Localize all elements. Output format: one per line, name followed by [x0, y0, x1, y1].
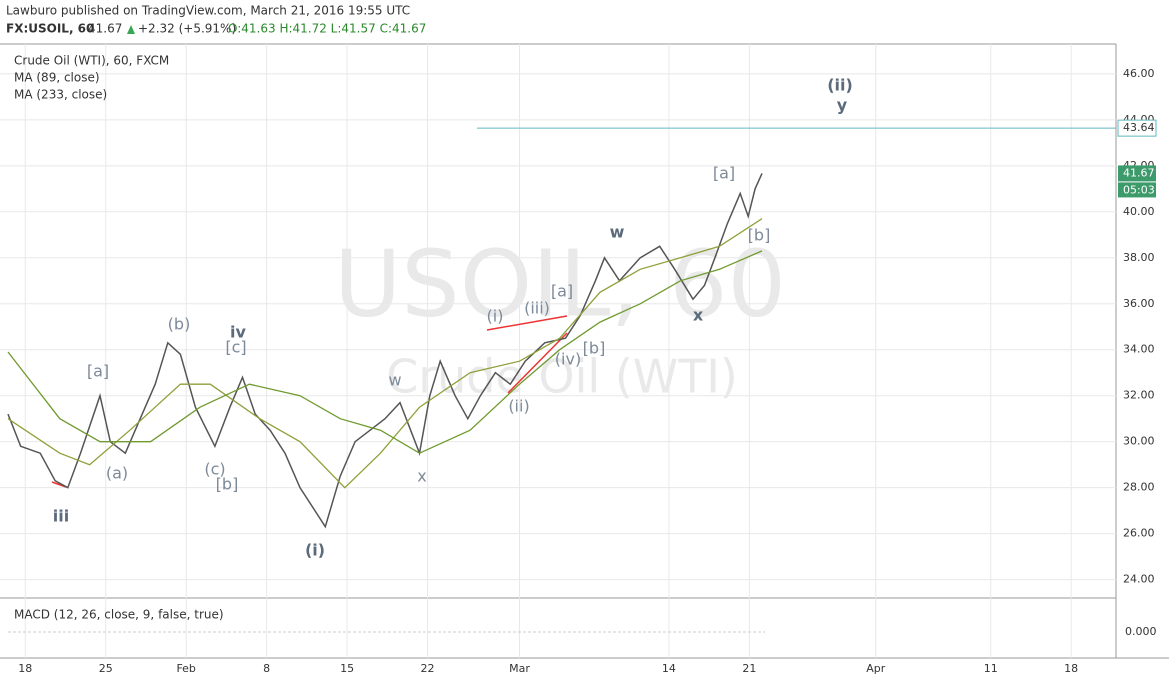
ma-line — [7, 250, 763, 454]
wave-label: [c] — [225, 338, 246, 357]
macd-tick-label: 0.000 — [1125, 625, 1157, 638]
x-tick-label: 14 — [662, 662, 676, 675]
wave-label: [b] — [216, 475, 239, 494]
wave-label: iii — [53, 507, 69, 526]
wave-label: (iv) — [555, 350, 581, 369]
wave-label: w — [610, 223, 625, 242]
y-tick-label: 30.00 — [1123, 435, 1155, 448]
x-tick-label: 25 — [99, 662, 113, 675]
wave-label: w — [388, 371, 401, 390]
macd-title: MACD (12, 26, close, 9, false, true) — [14, 608, 224, 622]
wave-label: x — [417, 467, 426, 486]
price-line — [7, 173, 763, 529]
wave-label: iv — [230, 323, 246, 342]
wave-label: (c) — [204, 460, 225, 479]
price-tag — [1118, 165, 1156, 182]
legend-entry: MA (89, close) — [14, 71, 100, 85]
y-tick-label: 40.00 — [1123, 205, 1155, 218]
wave-label: (i) — [487, 307, 504, 326]
level-label: 43.64 — [1123, 121, 1155, 134]
x-tick-label: Apr — [866, 662, 886, 675]
trend-line — [507, 332, 568, 394]
x-tick-label: 15 — [340, 662, 354, 675]
x-tick-label: 8 — [263, 662, 270, 675]
x-tick-label: 11 — [984, 662, 998, 675]
level-tag — [1117, 119, 1157, 137]
y-tick-label: 36.00 — [1123, 297, 1155, 310]
legend-entry: MA (233, close) — [14, 88, 107, 102]
x-tick-label: Feb — [176, 662, 195, 675]
wave-label: (ii) — [827, 76, 853, 95]
y-tick-label: 32.00 — [1123, 389, 1155, 402]
x-tick-label: 18 — [18, 662, 32, 675]
watermark: USOIL, 60 — [334, 230, 786, 337]
wave-label: [b] — [748, 226, 771, 245]
watermark-sub: Crude Oil (WTI) — [386, 350, 738, 404]
publisher: Lawburo published on TradingView.com, Ma… — [6, 4, 410, 18]
trend-line — [486, 315, 568, 331]
wave-label: [b] — [583, 339, 606, 358]
wave-label: (ii) — [508, 397, 529, 416]
wave-label: (a) — [106, 464, 128, 483]
y-tick-label: 28.00 — [1123, 481, 1155, 494]
ma-line — [7, 218, 763, 489]
y-tick-label: 46.00 — [1123, 67, 1155, 80]
symbol: FX:USOIL, 60 — [6, 22, 94, 36]
wave-label: [a] — [87, 362, 109, 381]
x-tick-label: 21 — [742, 662, 756, 675]
wave-label: (i) — [305, 541, 325, 560]
countdown: 05:03 — [1123, 183, 1155, 196]
x-tick-label: Mar — [509, 662, 530, 675]
wave-label: y — [837, 96, 848, 115]
up-arrow — [127, 25, 135, 34]
price-label: 41.67 — [1123, 166, 1155, 179]
wave-label: (iii) — [524, 299, 550, 318]
wave-label: x — [693, 306, 704, 325]
countdown-tag — [1118, 182, 1156, 198]
last: 41.67 — [88, 22, 122, 36]
wave-label: (b) — [168, 315, 191, 334]
change: +2.32 (+5.91%) — [138, 22, 236, 36]
y-tick-label: 26.00 — [1123, 527, 1155, 540]
x-tick-label: 22 — [421, 662, 435, 675]
y-tick-label: 38.00 — [1123, 251, 1155, 264]
x-tick-label: 18 — [1064, 662, 1078, 675]
y-tick-label: 34.00 — [1123, 343, 1155, 356]
wave-label: [a] — [713, 164, 735, 183]
y-tick-label: 24.00 — [1123, 573, 1155, 586]
wave-label: [a] — [551, 282, 573, 301]
legend-title: Crude Oil (WTI), 60, FXCM — [14, 54, 169, 68]
ohlc: O:41.63 H:41.72 L:41.57 C:41.67 — [228, 22, 426, 36]
